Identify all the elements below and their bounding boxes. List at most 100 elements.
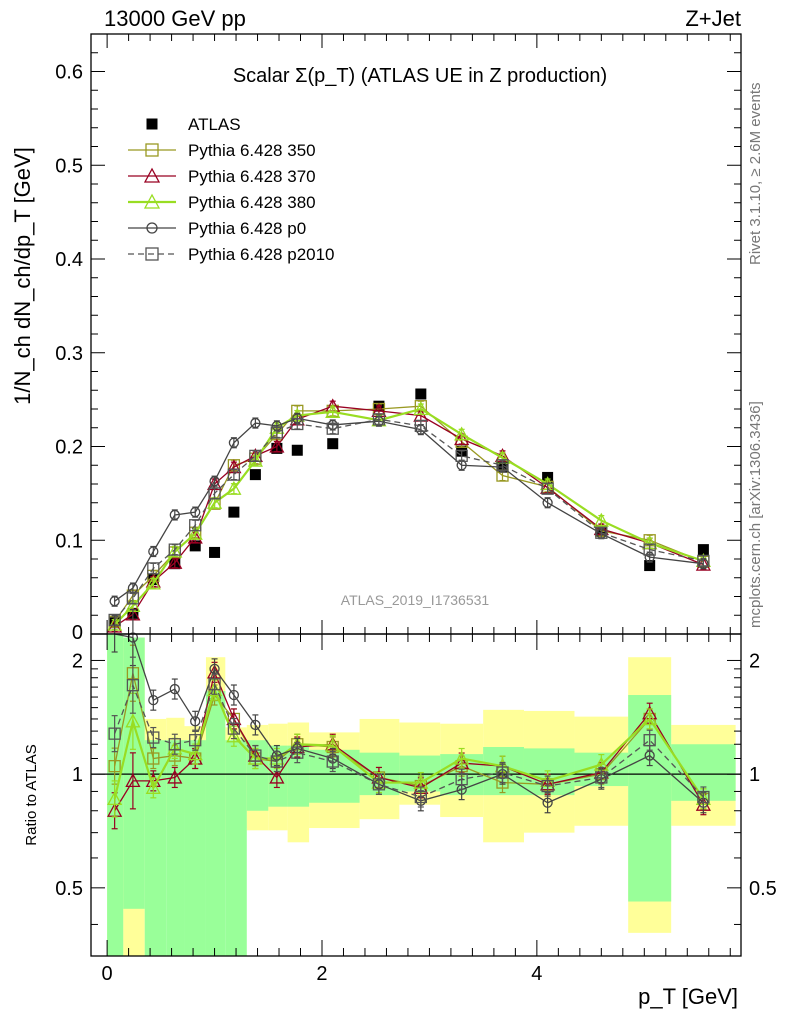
main-ytick-label: 0.4 — [55, 249, 83, 271]
ratio-data-layer — [91, 608, 741, 956]
main-point-3-2 — [145, 575, 161, 590]
main-point-5-4 — [189, 519, 202, 532]
main-point-0-5 — [209, 546, 221, 558]
ratio-xtick-label: 2 — [316, 963, 327, 985]
ratio-point-2-4 — [187, 746, 203, 761]
ratio-band-inner-15 — [523, 748, 575, 796]
main-point-5-12 — [414, 419, 427, 433]
main-point-3-16 — [593, 512, 609, 527]
ratio-series-4 — [108, 656, 710, 808]
legend-marker-3 — [143, 193, 161, 209]
main-ytick-label: 0.1 — [55, 530, 83, 552]
ratio-point-2-0 — [107, 791, 123, 806]
legend-label-5: Pythia 6.428 p2010 — [188, 245, 335, 264]
ratio-band-inner-4 — [184, 740, 206, 956]
ratio-point-4-18 — [697, 790, 710, 804]
main-point-2-8 — [269, 438, 285, 453]
main-series-line-4 — [114, 417, 704, 602]
ratio-ytick-label-right: 2 — [749, 650, 760, 672]
main-point-5-17 — [643, 543, 656, 556]
main-point-5-15 — [541, 482, 554, 495]
ratio-xtick-label: 0 — [102, 963, 113, 985]
ratio-band-inner-2 — [144, 740, 167, 956]
main-axes: 0.1 0.2 0.3 0.4 0.5 0.6 0 — [55, 33, 741, 644]
main-point-3-12 — [413, 401, 429, 416]
main-point-4-7 — [250, 417, 261, 429]
legend-label-1: Pythia 6.428 350 — [188, 141, 316, 160]
legend-label-4: Pythia 6.428 p0 — [188, 219, 306, 238]
ratio-point-3-3 — [169, 683, 180, 695]
legend: ATLAS Pythia 6.428 350 Pythia 6.428 370 Pyt… — [128, 115, 335, 264]
main-ytick-label-zero: 0 — [72, 622, 83, 644]
main-panel: 0.1 0.2 0.3 0.4 0.5 0.6 0 Scalar Σ(p_T) (ATLAS… — [10, 33, 742, 644]
ratio-point-3-7 — [250, 719, 261, 731]
ratio-ytick-label-left: 1 — [72, 764, 83, 786]
main-point-2-18 — [695, 556, 711, 571]
ratio-point-3-6 — [228, 689, 240, 701]
ratio-point-4-6 — [227, 722, 241, 735]
main-point-5-3 — [168, 543, 181, 556]
ratio-point-1-1 — [125, 772, 141, 787]
ratio-point-0-0 — [108, 759, 121, 773]
main-point-0-17 — [644, 560, 656, 572]
header-process: 13000 GeV pp — [104, 6, 246, 31]
ratio-band-inner-1 — [123, 637, 145, 909]
main-point-3-7 — [247, 452, 263, 467]
main-point-5-6 — [227, 468, 241, 481]
ratio-band-inner-3 — [166, 740, 185, 956]
main-series-line-1 — [114, 405, 704, 623]
main-point-2-3 — [167, 554, 183, 569]
main-point-5-7 — [249, 449, 262, 463]
ratio-y-axis-label: Ratio to ATLAS — [23, 744, 40, 845]
ratio-axes: 0.5 0.5 1 1 2 2 0 2 4 — [55, 634, 777, 985]
main-point-0-12 — [415, 388, 427, 400]
main-ytick-label: 0.2 — [55, 437, 83, 459]
ratio-point-3-17 — [644, 750, 655, 761]
ratio-point-4-2 — [147, 731, 160, 744]
ratio-point-4-15 — [541, 779, 554, 793]
main-point-3-10 — [325, 403, 341, 418]
main-point-5-16 — [595, 526, 608, 539]
main-point-4-2 — [148, 546, 159, 557]
legend-label-3: Pythia 6.428 380 — [188, 193, 316, 212]
ratio-ytick-label-left: 0.5 — [55, 878, 83, 900]
main-point-5-14 — [496, 459, 509, 472]
main-series-5 — [108, 413, 710, 627]
x-axis-label: p_T [GeV] — [638, 984, 738, 1009]
ratio-band-inner-5 — [205, 691, 226, 956]
ratio-point-2-6 — [226, 728, 242, 743]
legend-marker-1 — [145, 143, 159, 157]
ratio-xtick-label: 4 — [531, 963, 542, 985]
ratio-point-4-17 — [643, 734, 656, 747]
main-point-2-13 — [454, 431, 470, 446]
main-point-5-18 — [697, 554, 710, 568]
main-point-5-11 — [372, 413, 386, 426]
main-ytick-label: 0.3 — [55, 343, 83, 365]
ratio-point-3-4 — [190, 716, 201, 727]
main-point-3-5 — [206, 494, 223, 509]
main-point-0-4 — [189, 540, 201, 552]
main-point-4-4 — [190, 506, 201, 518]
header-analysis: Z+Jet — [685, 6, 741, 31]
ratio-point-3-2 — [148, 695, 159, 706]
main-data-layer — [107, 388, 711, 633]
main-ytick-label: 0.5 — [55, 155, 83, 177]
legend-marker-5 — [145, 247, 159, 261]
ratio-point-1-8 — [269, 769, 285, 784]
main-point-5-8 — [270, 426, 284, 439]
main-point-3-4 — [187, 525, 203, 540]
ratio-point-4-14 — [496, 766, 509, 779]
ratio-panel: 0.5 0.5 1 1 2 2 0 2 4 Ratio to ATLAS p_T [GeV] — [23, 608, 777, 1009]
ratio-band-inner-6 — [225, 740, 247, 956]
main-point-0-9 — [291, 444, 303, 456]
main-point-3-13 — [454, 426, 470, 441]
ratio-point-3-5 — [209, 663, 220, 675]
ratio-ytick-label-right: 1 — [749, 764, 760, 786]
ratio-point-2-1 — [125, 713, 141, 728]
ratio-ytick-label-left: 2 — [72, 650, 83, 672]
main-series-4 — [109, 412, 709, 607]
ratio-point-4-13 — [455, 772, 468, 786]
ratio-point-4-7 — [249, 749, 262, 762]
analysis-watermark: ATLAS_2019_I1736531 — [341, 592, 490, 608]
ratio-point-4-4 — [189, 734, 202, 747]
